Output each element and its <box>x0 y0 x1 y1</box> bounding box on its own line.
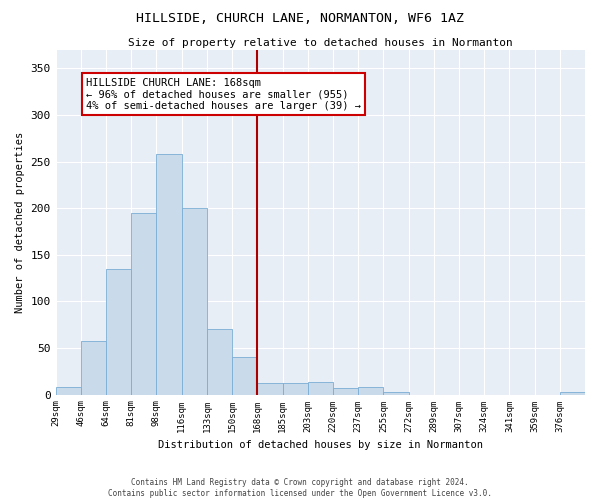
X-axis label: Distribution of detached houses by size in Normanton: Distribution of detached houses by size … <box>158 440 483 450</box>
Bar <box>56 387 81 394</box>
Bar <box>358 387 383 394</box>
Bar <box>333 388 358 394</box>
Bar <box>232 358 257 395</box>
Bar <box>308 382 333 394</box>
Bar <box>283 384 308 394</box>
Bar <box>182 208 207 394</box>
Text: Contains HM Land Registry data © Crown copyright and database right 2024.
Contai: Contains HM Land Registry data © Crown c… <box>108 478 492 498</box>
Title: Size of property relative to detached houses in Normanton: Size of property relative to detached ho… <box>128 38 513 48</box>
Bar <box>106 268 131 394</box>
Bar <box>131 213 157 394</box>
Bar <box>560 392 585 394</box>
Bar <box>383 392 409 394</box>
Bar <box>81 342 106 394</box>
Bar <box>157 154 182 394</box>
Bar <box>207 330 232 394</box>
Text: HILLSIDE, CHURCH LANE, NORMANTON, WF6 1AZ: HILLSIDE, CHURCH LANE, NORMANTON, WF6 1A… <box>136 12 464 26</box>
Bar <box>257 384 283 394</box>
Text: HILLSIDE CHURCH LANE: 168sqm
← 96% of detached houses are smaller (955)
4% of se: HILLSIDE CHURCH LANE: 168sqm ← 96% of de… <box>86 78 361 111</box>
Y-axis label: Number of detached properties: Number of detached properties <box>15 132 25 312</box>
